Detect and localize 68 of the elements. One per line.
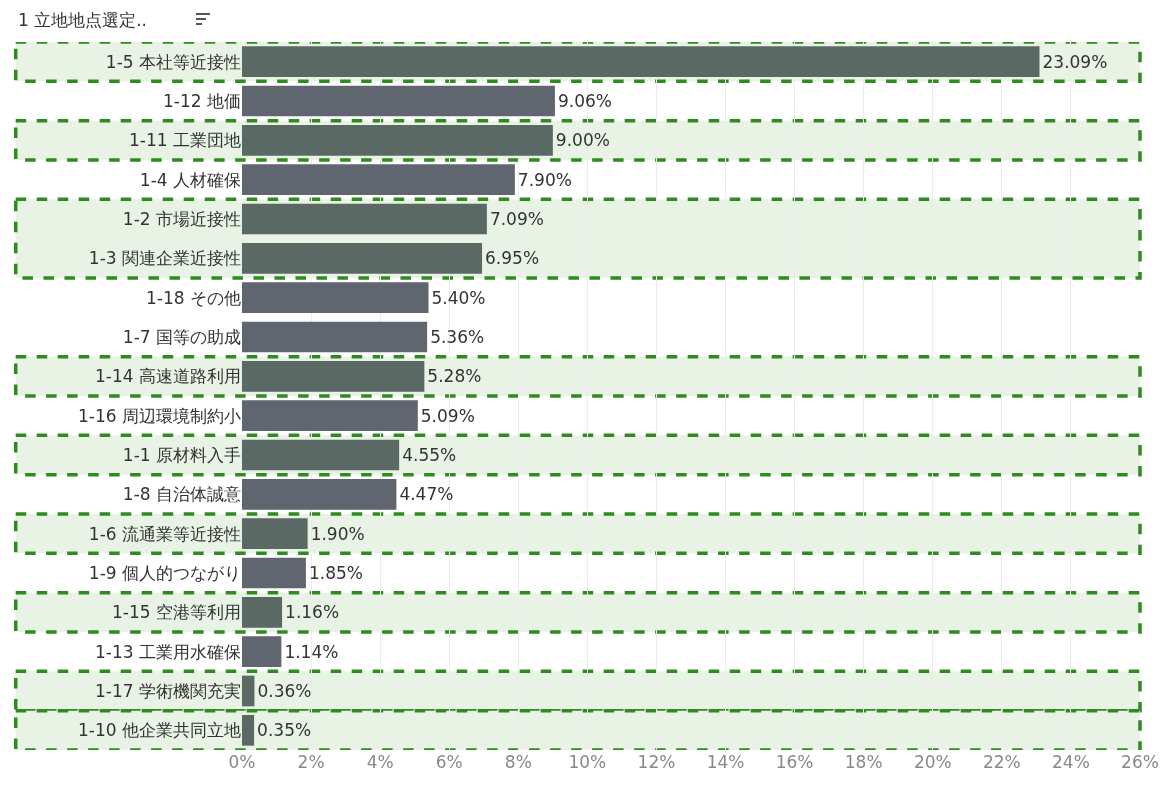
bar bbox=[242, 439, 400, 471]
data-label: 5.36% bbox=[430, 327, 485, 347]
bar bbox=[242, 321, 428, 353]
data-label: 1.90% bbox=[310, 523, 365, 544]
y-tick-label: 1-4 人材確保 bbox=[139, 169, 241, 190]
bar bbox=[242, 242, 483, 274]
y-tick-label: 1-2 市場近接性 bbox=[122, 208, 241, 229]
data-label: 5.28% bbox=[427, 366, 482, 387]
x-tick-label: 4% bbox=[366, 752, 394, 772]
bar bbox=[242, 518, 308, 550]
x-tick-label: 0% bbox=[228, 752, 256, 772]
x-tick-label: 16% bbox=[775, 752, 814, 772]
y-tick-label: 1-15 空港等利用 bbox=[112, 602, 241, 623]
y-tick-label: 1-10 他企業共同立地 bbox=[78, 720, 241, 741]
x-tick-label: 10% bbox=[568, 752, 607, 772]
x-tick-label: 22% bbox=[982, 752, 1021, 772]
y-tick-label: 1-11 工業団地 bbox=[129, 130, 241, 151]
data-label: 6.95% bbox=[485, 248, 540, 269]
data-label: 4.55% bbox=[402, 445, 457, 465]
bar bbox=[242, 636, 282, 668]
y-axis-title: 1 立地地点選定.. bbox=[18, 10, 148, 30]
y-tick-label: 1-5 本社等近接性 bbox=[105, 51, 241, 72]
y-tick-label: 1-18 その他 bbox=[146, 287, 241, 308]
bar bbox=[242, 675, 255, 707]
x-tick-label: 26% bbox=[1121, 752, 1159, 772]
y-tick-label: 1-9 個人的つながり bbox=[88, 562, 241, 583]
bar bbox=[242, 400, 418, 432]
data-label: 7.09% bbox=[489, 209, 544, 229]
x-tick-label: 24% bbox=[1052, 752, 1090, 772]
x-tick-label: 20% bbox=[913, 752, 952, 772]
data-label: 0.36% bbox=[257, 681, 312, 701]
data-label: 1.14% bbox=[284, 641, 339, 662]
y-tick-label: 1-3 関連企業近接性 bbox=[88, 248, 241, 269]
data-label: 7.90% bbox=[517, 169, 572, 190]
x-tick-label: 14% bbox=[706, 752, 745, 772]
bar bbox=[242, 714, 255, 746]
data-label: 9.06% bbox=[557, 91, 612, 111]
data-label: 5.40% bbox=[431, 287, 486, 308]
y-tick-label: 1-17 学術機関充実 bbox=[95, 680, 241, 701]
y-tick-label: 1-14 高速道路利用 bbox=[95, 366, 241, 387]
y-tick-label: 1-1 原材料入手 bbox=[122, 444, 241, 465]
data-label: 23.09% bbox=[1042, 51, 1108, 72]
bar bbox=[242, 124, 553, 156]
data-label: 0.35% bbox=[257, 720, 312, 741]
y-tick-label: 1-16 周辺環境制約小 bbox=[78, 405, 241, 426]
y-tick-label: 1-7 国等の助成 bbox=[122, 326, 241, 347]
y-tick-label: 1-8 自治体誠意 bbox=[122, 484, 241, 505]
data-label: 9.00% bbox=[555, 130, 610, 151]
bar bbox=[242, 282, 429, 314]
bar bbox=[242, 85, 555, 117]
bar bbox=[242, 164, 515, 196]
bar bbox=[242, 203, 487, 235]
data-label: 5.09% bbox=[420, 405, 475, 426]
y-tick-label: 1-13 工業用水確保 bbox=[95, 641, 241, 662]
x-tick-label: 2% bbox=[297, 752, 325, 772]
bar bbox=[242, 596, 283, 628]
bar bbox=[242, 478, 397, 510]
data-label: 1.85% bbox=[308, 563, 363, 583]
y-tick-label: 1-6 流通業等近接性 bbox=[88, 523, 241, 544]
bar bbox=[242, 557, 306, 589]
data-label: 4.47% bbox=[399, 484, 454, 505]
data-label: 1.16% bbox=[285, 602, 340, 623]
x-tick-label: 6% bbox=[435, 752, 463, 772]
y-tick-label: 1-12 地価 bbox=[163, 90, 241, 111]
x-tick-label: 18% bbox=[844, 752, 883, 772]
x-tick-label: 8% bbox=[504, 752, 532, 772]
x-tick-label: 12% bbox=[637, 752, 676, 772]
bar bbox=[242, 360, 425, 392]
